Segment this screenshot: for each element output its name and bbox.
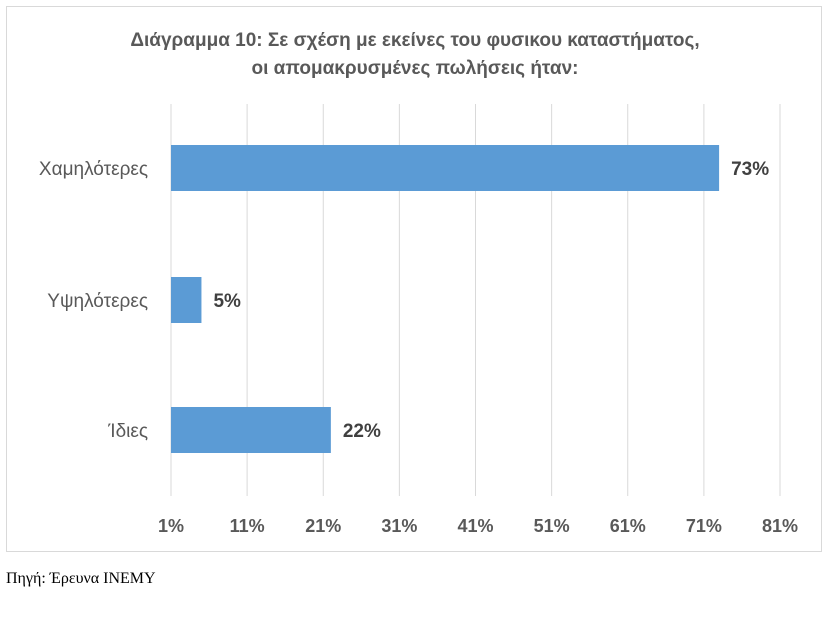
data-label: 5%	[213, 291, 241, 312]
x-tick-label: 41%	[457, 516, 493, 536]
bar	[171, 407, 331, 453]
x-tick-label: 21%	[305, 516, 341, 536]
data-label: 73%	[731, 159, 769, 180]
chart-title-line-1: Διάγραμμα 10: Σε σχέση με εκείνες του φυ…	[130, 30, 699, 51]
category-label: Υψηλότερες	[47, 291, 148, 312]
x-tick-label: 81%	[762, 516, 798, 536]
data-label: 22%	[343, 421, 381, 442]
x-tick-label: 71%	[686, 516, 722, 536]
chart-title-line-2: οι απομακρυσμένες πωλήσεις ήταν:	[252, 58, 579, 79]
category-label: Χαμηλότερες	[39, 159, 148, 180]
x-tick-label: 1%	[158, 516, 184, 536]
bar	[171, 145, 720, 191]
x-tick-label: 31%	[381, 516, 417, 536]
chart-frame: Διάγραμμα 10: Σε σχέση με εκείνες του φυ…	[6, 6, 822, 552]
x-tick-label: 11%	[230, 516, 265, 536]
bar	[171, 277, 202, 323]
category-label: Ίδιες	[107, 421, 148, 442]
x-tick-label: 61%	[610, 516, 646, 536]
x-tick-label: 51%	[534, 516, 570, 536]
source-note: Πηγή: Έρευνα ΙΝΕΜΥ	[6, 570, 156, 587]
bar-chart: Διάγραμμα 10: Σε σχέση με εκείνες του φυ…	[39, 30, 798, 536]
